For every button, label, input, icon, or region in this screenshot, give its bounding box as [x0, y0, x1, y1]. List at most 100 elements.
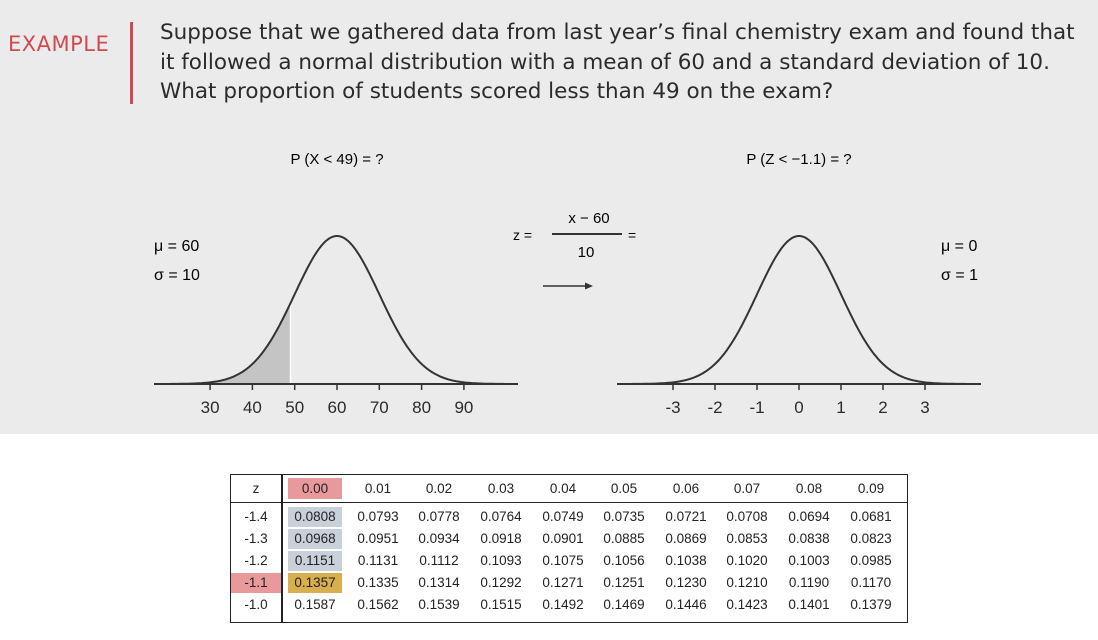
z-table-cell: 0.0838: [788, 531, 830, 546]
arrow-head-icon: [585, 282, 593, 290]
z-table-cell: 0.0808: [288, 507, 342, 527]
z-table-cell: 0.1020: [726, 553, 768, 568]
z-table-row-label: -1.0: [244, 597, 268, 612]
z-table-header-cell: 0.02: [425, 481, 453, 496]
z-table-cell: 0.1230: [665, 575, 707, 590]
z-table-header-cell: 0.09: [857, 481, 885, 496]
left-tick-label: 80: [412, 398, 431, 417]
right-mu-label: μ = 0: [941, 238, 977, 255]
z-table-cell: 0.1038: [665, 553, 707, 568]
z-table-cell: 0.1539: [418, 597, 460, 612]
right-normal-curve: -3 -2 -1 0 1 2 3 P (Z < −1.1) = ? μ = 0 σ = 1: [617, 151, 981, 417]
z-table-cell: 0.1190: [788, 575, 830, 590]
z-table-row-label: -1.2: [244, 553, 268, 568]
z-table-header-cell: 0.03: [487, 481, 515, 496]
z-table-row-label: -1.3: [244, 531, 268, 546]
right-tick-label: -2: [707, 398, 722, 417]
right-tick-label: 1: [836, 398, 845, 417]
z-equals-label: z =: [513, 227, 532, 243]
z-table-cell: 0.1401: [788, 597, 830, 612]
z-table-header-z: z: [252, 481, 260, 496]
z-table-cell: 0.0749: [542, 509, 584, 524]
z-table-cell: 0.0793: [357, 509, 399, 524]
z-table-cell: 0.1210: [726, 575, 768, 590]
z-table-header-cell: 0.04: [549, 481, 577, 496]
z-table-cell: 0.1003: [788, 553, 830, 568]
formula-denominator: 10: [578, 244, 595, 261]
z-table-header-cell: 0.05: [610, 481, 638, 496]
left-sigma-label: σ = 10: [154, 267, 200, 284]
question-line: What proportion of students scored less …: [160, 79, 834, 104]
z-table-cell: 0.1075: [542, 553, 584, 568]
z-table-header-cell: 0.01: [364, 481, 392, 496]
left-normal-curve: 30 40 50 60 70 80 90 P (X < 49) = ? μ = 60 σ =…: [154, 151, 518, 417]
left-tick-label: 60: [328, 398, 347, 417]
z-transform-formula: z = x − 60 10 =: [513, 210, 636, 290]
left-probability-label: P (X < 49) = ?: [290, 151, 383, 168]
z-table-cell: 0.1515: [480, 597, 522, 612]
z-table-header-cell: 0.06: [672, 481, 700, 496]
left-tick-label: 50: [285, 398, 304, 417]
z-table-cell: 0.0885: [603, 531, 645, 546]
z-table-cell: 0.0853: [726, 531, 768, 546]
right-axis-ticks: -3 -2 -1 0 1 2 3: [665, 384, 930, 417]
z-table-header-cell: 0.08: [795, 481, 823, 496]
z-table-row-label: -1.1: [231, 573, 281, 593]
example-panel: [0, 0, 1098, 434]
question-line: Suppose that we gathered data from last …: [160, 20, 1075, 45]
z-table-header-cell: 0.07: [733, 481, 761, 496]
z-table-cell: 0.1469: [603, 597, 645, 612]
z-table-cell: 0.1056: [603, 553, 645, 568]
left-tick-label: 90: [454, 398, 473, 417]
z-table-cell: 0.1562: [357, 597, 399, 612]
z-table-cell: 0.0778: [418, 509, 460, 524]
z-table-cell: 0.1587: [294, 597, 336, 612]
z-table-divider: [281, 475, 283, 622]
z-table-cell: 0.1314: [418, 575, 460, 590]
right-tick-label: -3: [665, 398, 680, 417]
formula-equals-sign: =: [628, 227, 636, 243]
right-tick-label: 2: [878, 398, 887, 417]
question-line: it followed a normal distribution with a…: [160, 49, 1050, 75]
z-table-cell: 0.1492: [542, 597, 584, 612]
z-table-cell: 0.0901: [542, 531, 584, 546]
z-table-header-row: [231, 475, 907, 503]
z-table-cell: 0.0681: [850, 509, 892, 524]
distribution-figure: 30 40 50 60 70 80 90 P (X < 49) = ? μ = 60 σ =…: [154, 151, 981, 417]
z-table-cell: 0.1423: [726, 597, 768, 612]
z-table-cell: 0.0735: [603, 509, 645, 524]
right-tick-label: 3: [920, 398, 929, 417]
left-tick-label: 30: [201, 398, 220, 417]
z-table-cell: 0.0934: [418, 531, 460, 546]
left-mu-label: μ = 60: [154, 238, 199, 255]
z-table-cell: 0.1357: [288, 573, 342, 593]
z-table-cell: 0.0823: [850, 531, 892, 546]
z-table-cell: 0.0951: [357, 531, 399, 546]
z-table-cell: 0.0721: [665, 509, 707, 524]
right-tick-label: -1: [749, 398, 764, 417]
z-table-cell: 0.0968: [288, 529, 342, 549]
z-table-cell: 0.1379: [850, 597, 892, 612]
z-table-row-label: -1.4: [244, 509, 268, 524]
z-table-cell: 0.1131: [357, 553, 399, 568]
z-table-cell: 0.1151: [288, 551, 342, 571]
z-table-cell: 0.1271: [542, 575, 584, 590]
z-table-cell: 0.0918: [480, 531, 522, 546]
z-table-cell: 0.0708: [726, 509, 768, 524]
example-label: EXAMPLE: [8, 32, 110, 56]
z-table-cell: 0.0869: [665, 531, 707, 546]
z-table-cell: 0.1335: [357, 575, 399, 590]
formula-numerator: x − 60: [568, 210, 609, 227]
example-divider: [130, 22, 133, 104]
left-tick-label: 70: [370, 398, 389, 417]
z-table-cell: 0.1446: [665, 597, 707, 612]
z-table-cell: 0.1170: [850, 575, 892, 590]
left-axis-ticks: 30 40 50 60 70 80 90: [201, 384, 473, 417]
z-table-cell: 0.0764: [480, 509, 522, 524]
z-table-cell: 0.1292: [480, 575, 522, 590]
z-table-cell: 0.0985: [850, 553, 892, 568]
z-table-cell: 0.1093: [480, 553, 522, 568]
left-curve-line: [170, 235, 504, 385]
right-probability-label: P (Z < −1.1) = ?: [746, 151, 851, 168]
left-shaded-area: [170, 304, 290, 384]
